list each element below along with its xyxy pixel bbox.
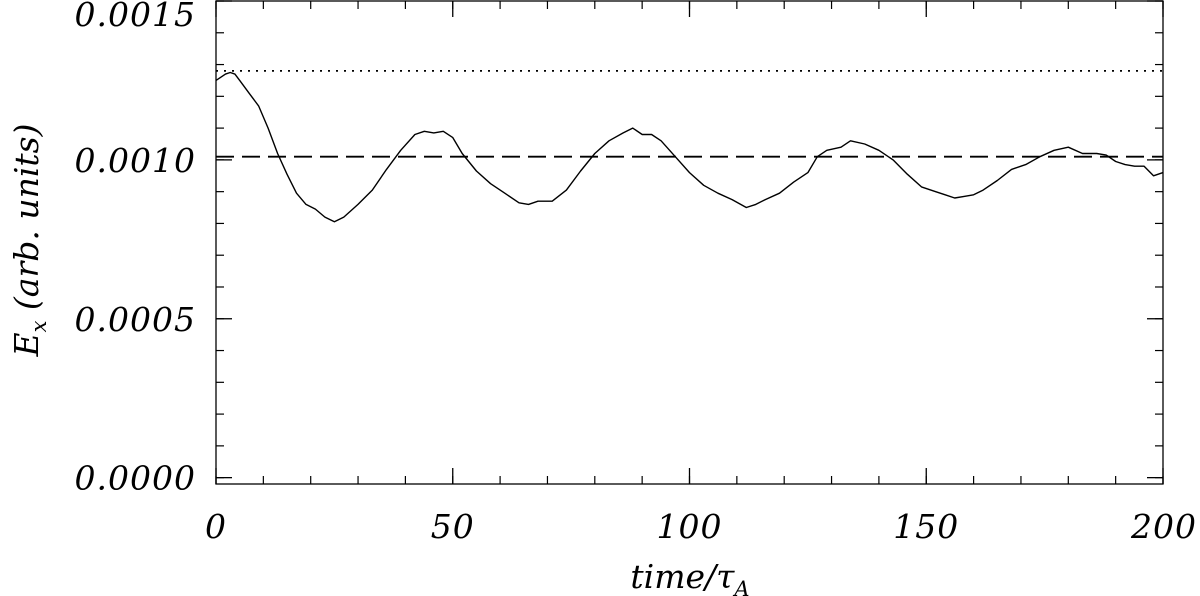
y-tick-label: 0.0005 [75, 300, 196, 339]
x-tick-label: 50 [431, 507, 475, 546]
y-tick-label: 0.0010 [75, 141, 196, 180]
y-tick-label: 0.0015 [75, 0, 196, 34]
series-line [215, 71, 1164, 223]
series-layer [215, 71, 1164, 223]
x-axis-title-subscript: A [732, 577, 749, 596]
y-axis-title-rest: (arb. units) [7, 124, 46, 321]
x-axis-title-main: time/ [630, 557, 719, 596]
x-tick-label: 100 [657, 507, 723, 546]
plot-frame [215, 0, 1164, 485]
x-tick-label: 0 [205, 507, 227, 546]
x-tick-labels: 0 50 100 150 200 [205, 507, 1197, 546]
x-tick-label: 200 [1130, 507, 1197, 546]
x-axis-title: time/τA [630, 557, 749, 596]
y-tick-label: 0.0000 [75, 459, 196, 498]
x-tick-label: 150 [893, 507, 959, 546]
x-axis-title-greek: τ [716, 557, 735, 596]
y-tick-labels: 0.0000 0.0005 0.0010 0.0015 [75, 0, 196, 498]
y-axis-title-main: E [7, 332, 46, 357]
y-axis-title-subscript: x [27, 320, 51, 332]
reference-lines [216, 70, 1163, 158]
y-axis-title: Ex (arb. units) [7, 124, 51, 358]
